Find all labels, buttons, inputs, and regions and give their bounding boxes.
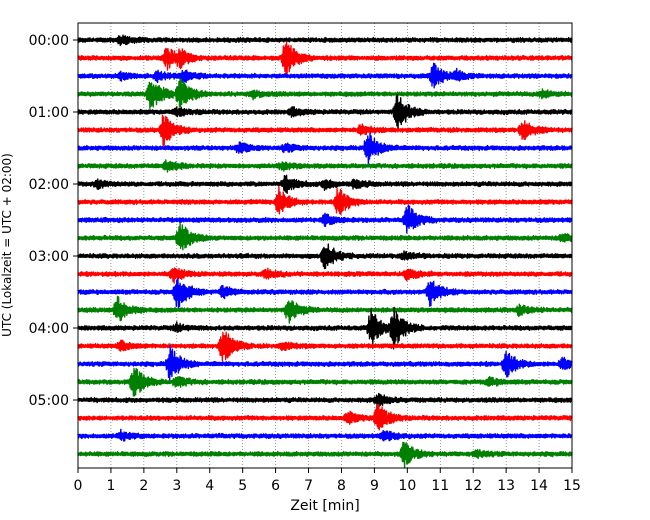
x-axis-ticks: 0 1 2 3 4 5 6 7 8 9 10 11 12 13 14 15 bbox=[74, 468, 581, 494]
trace-0530 bbox=[77, 428, 573, 442]
x-tick-label: 9 bbox=[370, 478, 379, 494]
trace-0230 bbox=[77, 204, 573, 234]
trace-0430 bbox=[77, 344, 573, 382]
x-tick-label: 7 bbox=[304, 478, 313, 494]
trace-0545 bbox=[77, 441, 573, 468]
x-tick-label: 5 bbox=[238, 478, 247, 494]
x-tick-label: 1 bbox=[106, 478, 115, 494]
trace-0330 bbox=[77, 277, 573, 309]
x-tick-label: 14 bbox=[530, 478, 548, 494]
trace-0500 bbox=[77, 392, 573, 408]
trace-0115 bbox=[77, 114, 573, 147]
trace-0445 bbox=[77, 367, 573, 397]
trace-0400 bbox=[77, 306, 573, 350]
trace-0315 bbox=[77, 267, 573, 284]
x-tick-label: 8 bbox=[337, 478, 346, 494]
y-tick-label: 04:00 bbox=[29, 321, 69, 337]
x-tick-label: 0 bbox=[74, 478, 83, 494]
y-tick-label: 05:00 bbox=[29, 393, 69, 409]
trace-0030 bbox=[77, 62, 573, 89]
trace-0215 bbox=[77, 185, 573, 216]
x-tick-label: 10 bbox=[398, 478, 416, 494]
trace-0145 bbox=[77, 159, 573, 173]
x-tick-label: 4 bbox=[205, 478, 214, 494]
x-tick-label: 13 bbox=[497, 478, 515, 494]
x-axis-label: Zeit [min] bbox=[290, 498, 359, 514]
trace-0515 bbox=[77, 404, 573, 431]
seismic-traces bbox=[77, 34, 573, 468]
x-tick-label: 11 bbox=[431, 478, 449, 494]
trace-0015 bbox=[77, 41, 573, 76]
y-tick-label: 02:00 bbox=[29, 177, 69, 193]
x-tick-label: 3 bbox=[172, 478, 181, 494]
x-tick-label: 2 bbox=[139, 478, 148, 494]
trace-0100 bbox=[77, 94, 573, 132]
y-axis-label: UTC (Lokalzeit = UTC + 02:00) bbox=[0, 153, 14, 337]
trace-0200 bbox=[77, 174, 573, 195]
x-tick-label: 6 bbox=[271, 478, 280, 494]
trace-0245 bbox=[77, 222, 573, 251]
trace-0130 bbox=[77, 132, 573, 166]
y-axis-ticks: 00:00 01:00 02:00 03:00 04:00 05:00 bbox=[29, 33, 78, 409]
trace-0045 bbox=[77, 78, 573, 110]
trace-0300 bbox=[77, 243, 573, 270]
trace-0345 bbox=[77, 295, 573, 324]
trace-0000 bbox=[77, 34, 573, 47]
y-tick-label: 01:00 bbox=[29, 105, 69, 121]
y-tick-label: 00:00 bbox=[29, 33, 69, 49]
trace-0415 bbox=[77, 331, 573, 362]
plot-frame bbox=[77, 22, 573, 469]
x-tick-label: 15 bbox=[563, 478, 581, 494]
y-tick-label: 03:00 bbox=[29, 249, 69, 265]
x-tick-label: 12 bbox=[464, 478, 482, 494]
